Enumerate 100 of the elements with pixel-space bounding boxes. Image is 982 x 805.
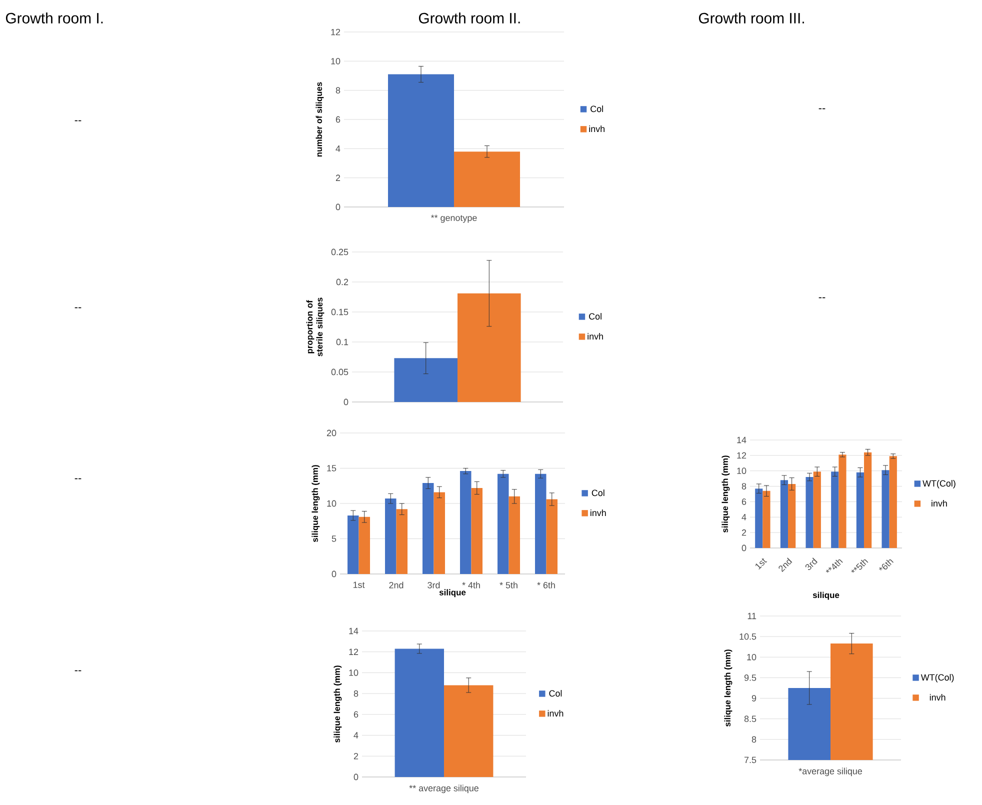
- y-tick-label: 6: [336, 116, 340, 123]
- bar: [385, 498, 396, 574]
- bar: [762, 490, 770, 548]
- x-tick-label: ** average silique: [409, 784, 478, 794]
- bar: [396, 509, 408, 574]
- legend-label: Col: [589, 312, 602, 320]
- y-tick-label: 10: [327, 500, 336, 507]
- bar: [348, 515, 359, 574]
- text: Growth room II.: [418, 12, 520, 24]
- legend-label: Col: [592, 489, 604, 496]
- legend-label: invh: [932, 500, 947, 506]
- y-tick-label: 14: [349, 628, 358, 634]
- y-tick-label: 10: [747, 654, 756, 660]
- text: --: [818, 108, 826, 110]
- bar: [882, 470, 890, 548]
- y-tick-label: 10: [737, 468, 746, 474]
- y-tick-label: 8: [752, 736, 756, 743]
- bar: [813, 472, 821, 548]
- y-tick-label: 8: [742, 483, 746, 490]
- y-axis-title: silique length (mm): [722, 456, 730, 532]
- bar: [498, 474, 509, 574]
- y-tick-label: 9: [752, 695, 756, 702]
- y-axis-title: proportion of sterile siliques: [306, 298, 324, 356]
- bar: [755, 488, 763, 548]
- x-tick-label: 2nd: [778, 558, 792, 572]
- text: Growth room III.: [698, 12, 804, 24]
- y-tick-label: 9.5: [744, 674, 756, 681]
- y-tick-label: 4: [354, 732, 358, 738]
- y-tick-label: 2: [336, 174, 340, 181]
- text: --: [74, 120, 82, 122]
- y-tick-label: 7.5: [744, 756, 756, 764]
- y-tick-label: 0: [742, 544, 746, 552]
- y-tick-label: 8: [336, 87, 340, 94]
- text: --: [74, 670, 82, 672]
- y-tick-label: 10: [349, 670, 358, 676]
- x-tick-label: 3rd: [805, 558, 818, 570]
- y-tick-label: 0.2: [336, 278, 348, 286]
- y-tick-label: 12: [349, 648, 358, 655]
- legend-label: invh: [589, 125, 604, 132]
- y-axis-title: silique length (mm): [312, 465, 320, 542]
- text: --: [74, 478, 82, 480]
- y-tick-label: 4: [742, 514, 746, 520]
- y-tick-label: 12: [331, 28, 340, 36]
- y-tick-label: 0: [344, 398, 348, 406]
- y-tick-label: 2: [354, 752, 358, 760]
- y-tick-label: 0.1: [336, 338, 348, 346]
- bar: [471, 488, 483, 574]
- legend-label: Col: [549, 690, 562, 697]
- y-tick-label: 0.25: [331, 248, 348, 256]
- x-axis-title: silique: [439, 589, 466, 598]
- y-tick-label: 10.5: [740, 633, 756, 640]
- y-tick-label: 12: [737, 452, 746, 459]
- x-tick-label: *average silique: [798, 768, 862, 776]
- x-tick-label: * 6th: [537, 582, 555, 588]
- x-tick-label: 2nd: [389, 582, 404, 588]
- y-tick-label: 0.15: [331, 308, 348, 316]
- bar: [856, 472, 864, 548]
- bar: [864, 452, 872, 548]
- y-tick-label: 8.5: [744, 716, 756, 722]
- legend-label: WT(Col): [922, 480, 956, 488]
- x-tick-label: 3rd: [428, 582, 440, 588]
- bar: [838, 454, 846, 548]
- legend-label: invh: [548, 710, 564, 716]
- y-tick-label: 2: [742, 529, 746, 536]
- bar: [806, 477, 814, 548]
- y-axis-title: silique length (mm): [724, 650, 732, 727]
- bar: [460, 471, 472, 574]
- bar: [889, 456, 897, 548]
- y-tick-label: 0: [332, 570, 336, 578]
- y-tick-label: 6: [742, 498, 746, 505]
- x-tick-label: *6th: [879, 559, 894, 570]
- y-tick-label: 4: [336, 146, 340, 152]
- legend-label: Col: [590, 105, 603, 112]
- text: --: [74, 307, 82, 308]
- y-tick-label: 5: [332, 536, 336, 542]
- y-tick-label: 0.05: [331, 368, 348, 376]
- y-tick-label: 6: [354, 711, 358, 718]
- x-tick-label: **4th: [826, 559, 843, 573]
- y-tick-label: 10: [331, 58, 340, 64]
- legend-label: WT(Col): [920, 674, 954, 682]
- y-tick-label: 0: [336, 204, 340, 210]
- legend-label: invh: [930, 694, 946, 700]
- legend-label: invh: [588, 332, 603, 340]
- x-tick-label: 1st: [353, 582, 365, 588]
- bar: [508, 496, 520, 574]
- x-axis-title: silique: [812, 592, 840, 600]
- y-tick-label: 8: [354, 690, 358, 697]
- legend-label: invh: [590, 509, 606, 516]
- bar: [831, 472, 839, 548]
- y-tick-label: 15: [327, 465, 336, 472]
- x-tick-label: * 5th: [500, 582, 518, 588]
- y-axis-title: number of siliques: [316, 82, 324, 157]
- y-axis-title: silique length (mm): [334, 666, 342, 742]
- bar: [434, 492, 446, 574]
- bar: [546, 499, 558, 574]
- bar: [422, 483, 434, 574]
- bar: [358, 516, 370, 574]
- x-tick-label: **5th: [851, 559, 868, 573]
- x-tick-label: ** genotype: [430, 214, 477, 223]
- x-tick-label: * 4th: [462, 582, 480, 588]
